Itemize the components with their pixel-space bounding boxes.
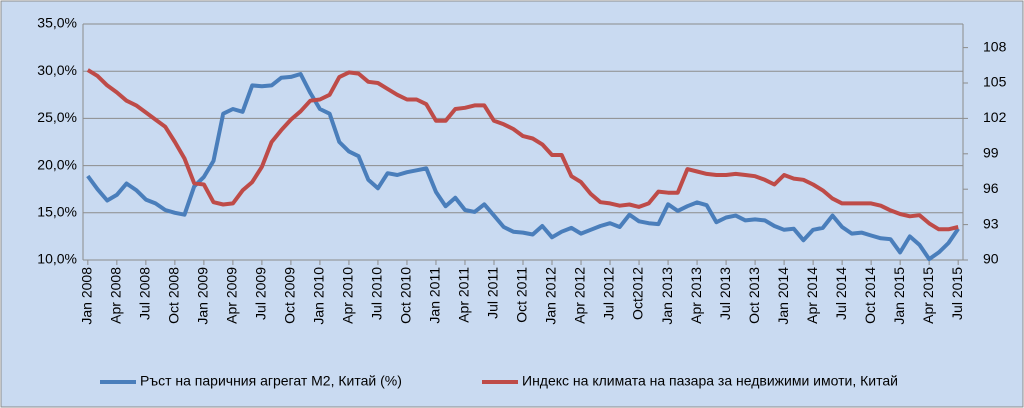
y2-tick-label: 96	[983, 180, 999, 196]
x-tick-label: Oct 2014	[862, 267, 878, 324]
x-tick-label: Apr 2013	[688, 267, 704, 324]
x-tick-label: Jan 2008	[79, 267, 95, 325]
x-tick-label: Oct 2011	[514, 267, 530, 323]
x-tick-label: Jan 2014	[775, 267, 791, 325]
x-tick-label: Jul 2013	[717, 267, 733, 320]
x-tick-label: Jul 2009	[253, 267, 269, 320]
x-tick-label: Apr 2015	[920, 267, 936, 324]
legend-label: Индекс на климата на пазара за недвижими…	[522, 373, 898, 389]
x-tick-label: Oct 2013	[746, 267, 762, 324]
y-tick-label: 35,0%	[37, 15, 77, 31]
x-tick-label: Oct 2008	[166, 267, 182, 324]
x-tick-label: Apr 2008	[108, 267, 124, 324]
x-tick-label: Jan 2009	[195, 267, 211, 325]
x-tick-label: Jul 2015	[949, 267, 965, 320]
x-tick-label: Jul 2011	[485, 267, 501, 319]
x-tick-label: Jul 2014	[833, 267, 849, 320]
x-tick-label: Apr 2009	[224, 267, 240, 324]
y-tick-label: 20,0%	[37, 156, 77, 172]
y2-tick-label: 102	[983, 109, 1007, 125]
x-tick-label: Jan 2010	[311, 267, 327, 325]
x-tick-label: Apr 2010	[340, 267, 356, 324]
x-tick-label: Apr 2012	[572, 267, 588, 324]
x-tick-label: Oct 2009	[282, 267, 298, 324]
series-line	[86, 68, 959, 232]
x-tick-label: Jul 2012	[601, 267, 617, 320]
x-tick-label: Jan 2012	[543, 267, 559, 325]
y2-tick-label: 108	[983, 38, 1007, 54]
x-tick-label: Jan 2015	[891, 267, 907, 325]
y2-tick-label: 105	[983, 74, 1007, 90]
x-tick-label: Apr 2014	[804, 267, 820, 324]
x-tick-label: Jan 2011	[427, 267, 443, 324]
x-tick-label: Apr 2011	[456, 267, 472, 323]
x-tick-label: Oct2012	[630, 267, 646, 320]
y-tick-label: 10,0%	[37, 251, 77, 267]
y2-tick-label: 90	[983, 251, 999, 267]
y2-tick-label: 93	[983, 215, 999, 231]
y2-tick-label: 99	[983, 145, 999, 161]
x-tick-label: Jan 2013	[659, 267, 675, 325]
series-line	[86, 72, 960, 262]
y-tick-label: 15,0%	[37, 204, 77, 220]
x-tick-label: Jul 2008	[137, 267, 153, 320]
x-tick-label: Jul 2010	[369, 267, 385, 320]
x-tick-label: Oct 2010	[398, 267, 414, 324]
y-tick-label: 25,0%	[37, 109, 77, 125]
legend-label: Ръст на паричния агрегат М2, Китай (%)	[140, 373, 402, 389]
y-tick-label: 30,0%	[37, 62, 77, 78]
